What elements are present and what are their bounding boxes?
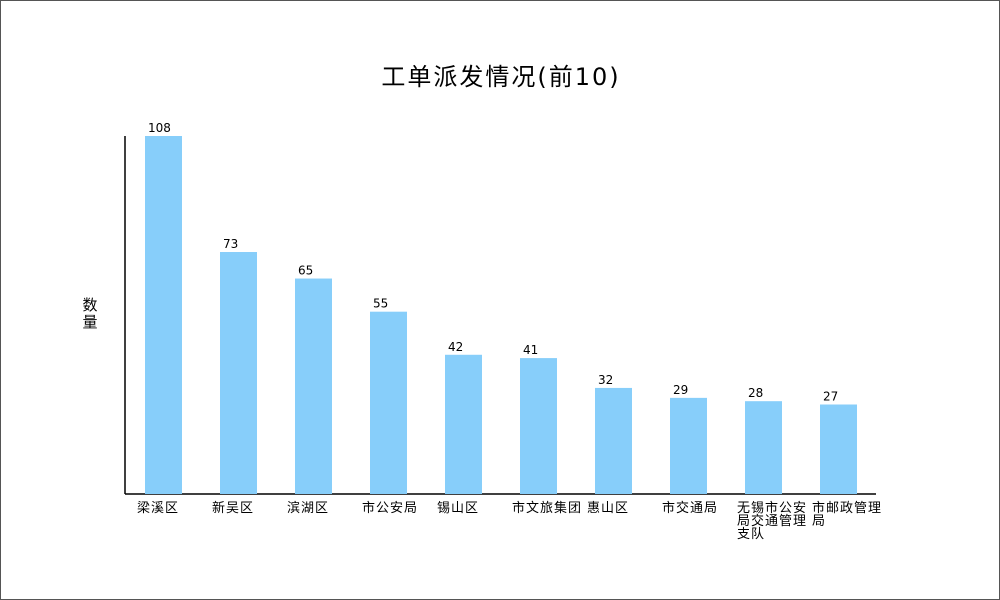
- bar-3: [295, 278, 332, 494]
- bar-7: [595, 387, 632, 494]
- category-label-6: 市文旅集团: [512, 501, 583, 516]
- bar-value-label-8: 29: [673, 383, 688, 397]
- bar-6: [520, 358, 557, 494]
- bar-9: [745, 401, 782, 494]
- bar-value-label-9: 28: [748, 386, 763, 400]
- bar-2: [220, 252, 257, 494]
- category-label-9: 无锡市公安局交通管理支队: [737, 501, 808, 542]
- category-label-4: 市公安局: [362, 501, 419, 516]
- bar-value-label-10: 27: [823, 390, 838, 404]
- bar-1: [145, 136, 182, 494]
- category-label-7: 惠山区: [587, 501, 630, 516]
- bar-value-label-5: 42: [448, 340, 463, 354]
- bar-4: [370, 311, 407, 494]
- category-label-2: 新吴区: [212, 501, 255, 516]
- bar-value-label-7: 32: [598, 373, 613, 387]
- y-axis-label: 数量: [82, 296, 98, 331]
- category-label-1: 梁溪区: [137, 501, 180, 516]
- bar-value-label-6: 41: [523, 343, 538, 357]
- bar-value-label-1: 108: [148, 121, 171, 135]
- category-label-8: 市交通局: [662, 501, 719, 516]
- bar-10: [820, 404, 857, 494]
- bar-value-label-2: 73: [223, 237, 238, 251]
- category-label-3: 滨湖区: [287, 501, 330, 516]
- bar-8: [670, 397, 707, 494]
- category-label-10: 市邮政管理局: [812, 501, 883, 529]
- chart-title: 工单派发情况(前10): [381, 63, 621, 91]
- bar-5: [445, 354, 482, 494]
- category-label-5: 锡山区: [437, 501, 480, 516]
- bar-value-label-3: 65: [298, 264, 313, 278]
- bar-value-label-4: 55: [373, 297, 388, 311]
